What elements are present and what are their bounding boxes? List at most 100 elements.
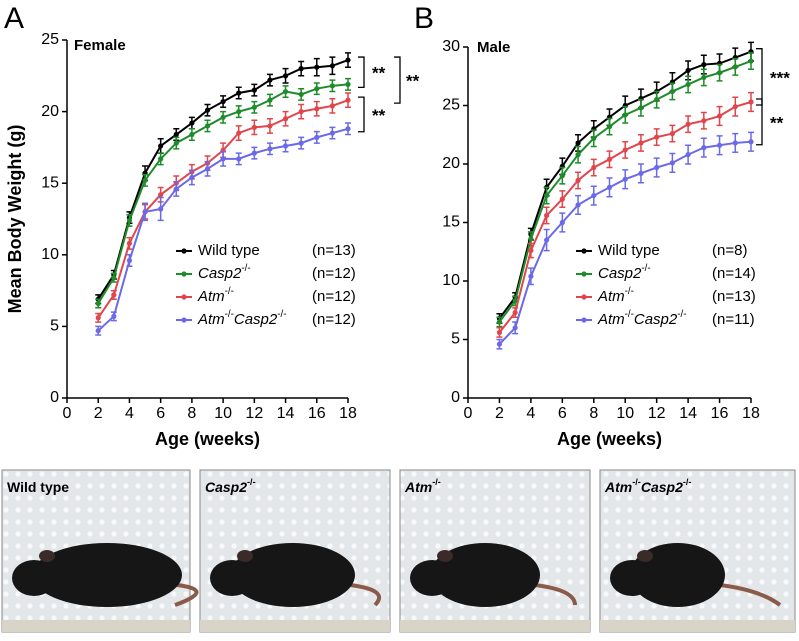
point xyxy=(669,88,675,95)
point xyxy=(95,315,101,321)
point xyxy=(512,298,518,304)
point xyxy=(716,70,723,76)
legend-n: (n=13) xyxy=(312,242,356,259)
point xyxy=(575,152,581,158)
point xyxy=(298,91,304,98)
legend-label: Atm-/- xyxy=(597,286,634,305)
point xyxy=(173,140,179,146)
point xyxy=(251,87,257,93)
point xyxy=(267,146,273,152)
photo: Wild type xyxy=(1,469,199,633)
point xyxy=(345,126,351,132)
point xyxy=(189,131,195,138)
x-tick-label: 14 xyxy=(679,405,697,422)
point xyxy=(669,160,675,166)
legend-n: (n=14) xyxy=(712,265,756,282)
point xyxy=(732,64,738,70)
point xyxy=(220,156,226,162)
point xyxy=(669,130,675,137)
point xyxy=(220,98,226,105)
legend-marker xyxy=(581,294,587,300)
point xyxy=(298,66,304,72)
photo: Casp2-/- xyxy=(199,469,391,633)
point xyxy=(158,192,164,198)
point xyxy=(685,152,691,158)
significance-label: ** xyxy=(372,106,386,125)
point xyxy=(329,63,335,69)
point xyxy=(126,240,133,246)
point xyxy=(685,121,691,127)
point xyxy=(189,174,195,181)
point xyxy=(591,192,597,199)
point xyxy=(622,112,628,118)
point xyxy=(282,88,289,95)
photo-label: Casp2-/- xyxy=(205,477,256,494)
point xyxy=(622,147,628,153)
x-tick-label: 0 xyxy=(464,405,473,422)
point xyxy=(606,156,613,162)
point xyxy=(298,140,304,146)
point xyxy=(111,275,117,281)
significance-bracket xyxy=(394,56,401,104)
point xyxy=(173,186,179,192)
point xyxy=(282,143,289,149)
point xyxy=(345,57,351,63)
point xyxy=(236,109,242,115)
mouse-body xyxy=(630,543,725,607)
point xyxy=(267,97,273,103)
significance-label: ** xyxy=(406,72,420,91)
significance-bracket xyxy=(358,96,365,133)
y-tick-label: 20 xyxy=(41,103,59,120)
point xyxy=(282,73,289,79)
legend-marker xyxy=(181,271,187,277)
y-axis-label: Mean Body Weight (g) xyxy=(5,125,25,314)
x-tick-label: 2 xyxy=(94,405,103,422)
point xyxy=(173,131,179,138)
legend-n: (n=12) xyxy=(312,288,356,305)
point xyxy=(95,328,101,334)
point xyxy=(204,107,211,113)
panel-label: B xyxy=(414,2,434,35)
legend-n: (n=12) xyxy=(312,311,356,328)
x-tick-label: 2 xyxy=(495,405,504,422)
point xyxy=(236,130,242,136)
mouse-ear xyxy=(437,550,453,562)
point xyxy=(528,247,534,254)
point xyxy=(748,99,754,105)
x-tick-label: 6 xyxy=(156,405,165,422)
y-tick-label: 5 xyxy=(451,331,460,348)
x-tick-label: 10 xyxy=(616,405,634,422)
photo-label: Atm-/- xyxy=(404,477,441,494)
x-axis-label: Age (weeks) xyxy=(155,429,260,449)
point xyxy=(314,86,320,92)
point xyxy=(559,196,565,202)
x-tick-label: 12 xyxy=(245,405,263,422)
legend-label: Wild type xyxy=(198,242,260,259)
significance-label: ** xyxy=(372,64,386,83)
x-tick-label: 16 xyxy=(308,405,326,422)
mouse-head xyxy=(610,560,654,596)
point xyxy=(251,124,257,130)
mouse-tail xyxy=(534,583,577,606)
x-tick-label: 12 xyxy=(648,405,666,422)
point xyxy=(528,236,534,242)
point xyxy=(267,77,273,83)
mouse-tail xyxy=(349,583,382,607)
legend-label: Casp2-/- xyxy=(198,263,251,282)
point xyxy=(606,123,613,130)
photo: Atm-/-Casp2-/- xyxy=(599,469,796,633)
point xyxy=(158,156,164,162)
mouse-body xyxy=(32,543,182,607)
point xyxy=(622,176,628,182)
legend-marker xyxy=(181,317,187,323)
chart-title: Female xyxy=(74,37,126,54)
point xyxy=(575,202,581,208)
x-axis-label: Age (weeks) xyxy=(557,429,662,449)
mouse-head xyxy=(210,560,254,596)
legend-n: (n=8) xyxy=(712,242,747,259)
chart-title: Male xyxy=(477,39,510,56)
point xyxy=(220,114,226,120)
legend-label: Atm-/- xyxy=(197,286,234,305)
y-tick-label: 10 xyxy=(442,272,460,289)
legend-n: (n=12) xyxy=(312,265,356,282)
